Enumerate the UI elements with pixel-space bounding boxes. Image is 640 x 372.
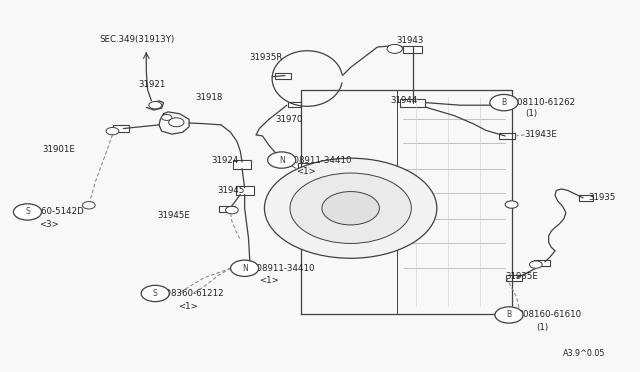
Text: N: N — [279, 155, 285, 164]
Text: 31943: 31943 — [397, 36, 424, 45]
Text: S08360-5142D: S08360-5142D — [20, 208, 84, 217]
Circle shape — [162, 115, 172, 121]
Bar — [275, 73, 291, 78]
Text: 31924: 31924 — [211, 156, 239, 165]
Text: B08160-61610: B08160-61610 — [516, 311, 581, 320]
Text: S: S — [153, 289, 157, 298]
Circle shape — [505, 201, 518, 208]
Bar — [298, 163, 310, 168]
Bar — [579, 195, 593, 201]
Text: 31935: 31935 — [588, 193, 616, 202]
Text: <1>: <1> — [259, 276, 279, 285]
Circle shape — [490, 94, 518, 111]
Circle shape — [13, 204, 42, 220]
Text: 31943E: 31943E — [524, 130, 557, 140]
Text: 31945: 31945 — [218, 186, 245, 195]
Text: 31935E: 31935E — [505, 272, 538, 281]
Text: 31944: 31944 — [390, 96, 418, 105]
Bar — [220, 206, 236, 212]
Text: 31935R: 31935R — [250, 52, 283, 61]
Bar — [506, 275, 522, 281]
Circle shape — [264, 158, 437, 258]
Text: S: S — [25, 208, 30, 217]
Text: N08911-34410: N08911-34410 — [287, 155, 351, 164]
Bar — [534, 260, 550, 266]
Circle shape — [495, 307, 523, 323]
Text: 31945E: 31945E — [157, 211, 190, 220]
Bar — [403, 46, 422, 53]
Circle shape — [149, 102, 162, 109]
Text: A3.9^0.05: A3.9^0.05 — [563, 349, 605, 358]
Text: (1): (1) — [536, 323, 548, 332]
Circle shape — [290, 173, 412, 243]
Text: 31901E: 31901E — [42, 145, 75, 154]
Bar — [236, 186, 253, 195]
Circle shape — [387, 44, 403, 53]
Text: (1): (1) — [525, 109, 538, 118]
Circle shape — [83, 202, 95, 209]
Text: SEC.349(31913Y): SEC.349(31913Y) — [100, 35, 175, 44]
Circle shape — [529, 261, 542, 268]
Text: N: N — [242, 264, 248, 273]
Circle shape — [225, 206, 238, 214]
Circle shape — [322, 192, 380, 225]
Text: B08110-61262: B08110-61262 — [511, 98, 576, 107]
Bar — [233, 160, 251, 169]
Bar — [499, 133, 515, 139]
Text: B: B — [506, 311, 511, 320]
Text: <1>: <1> — [296, 167, 316, 176]
Bar — [400, 99, 426, 107]
Text: B: B — [501, 98, 506, 107]
Text: <3>: <3> — [39, 221, 59, 230]
Text: 31918: 31918 — [195, 93, 223, 102]
Text: N08911-34410: N08911-34410 — [250, 264, 314, 273]
Circle shape — [141, 285, 170, 302]
Text: <1>: <1> — [178, 302, 198, 311]
Text: S08360-61212: S08360-61212 — [161, 289, 224, 298]
Circle shape — [169, 118, 184, 127]
Bar — [113, 125, 129, 132]
Circle shape — [268, 152, 296, 168]
Bar — [288, 102, 301, 107]
Circle shape — [230, 260, 259, 276]
Circle shape — [106, 128, 119, 135]
Text: 31970: 31970 — [275, 115, 303, 124]
Text: 31921: 31921 — [138, 80, 165, 89]
